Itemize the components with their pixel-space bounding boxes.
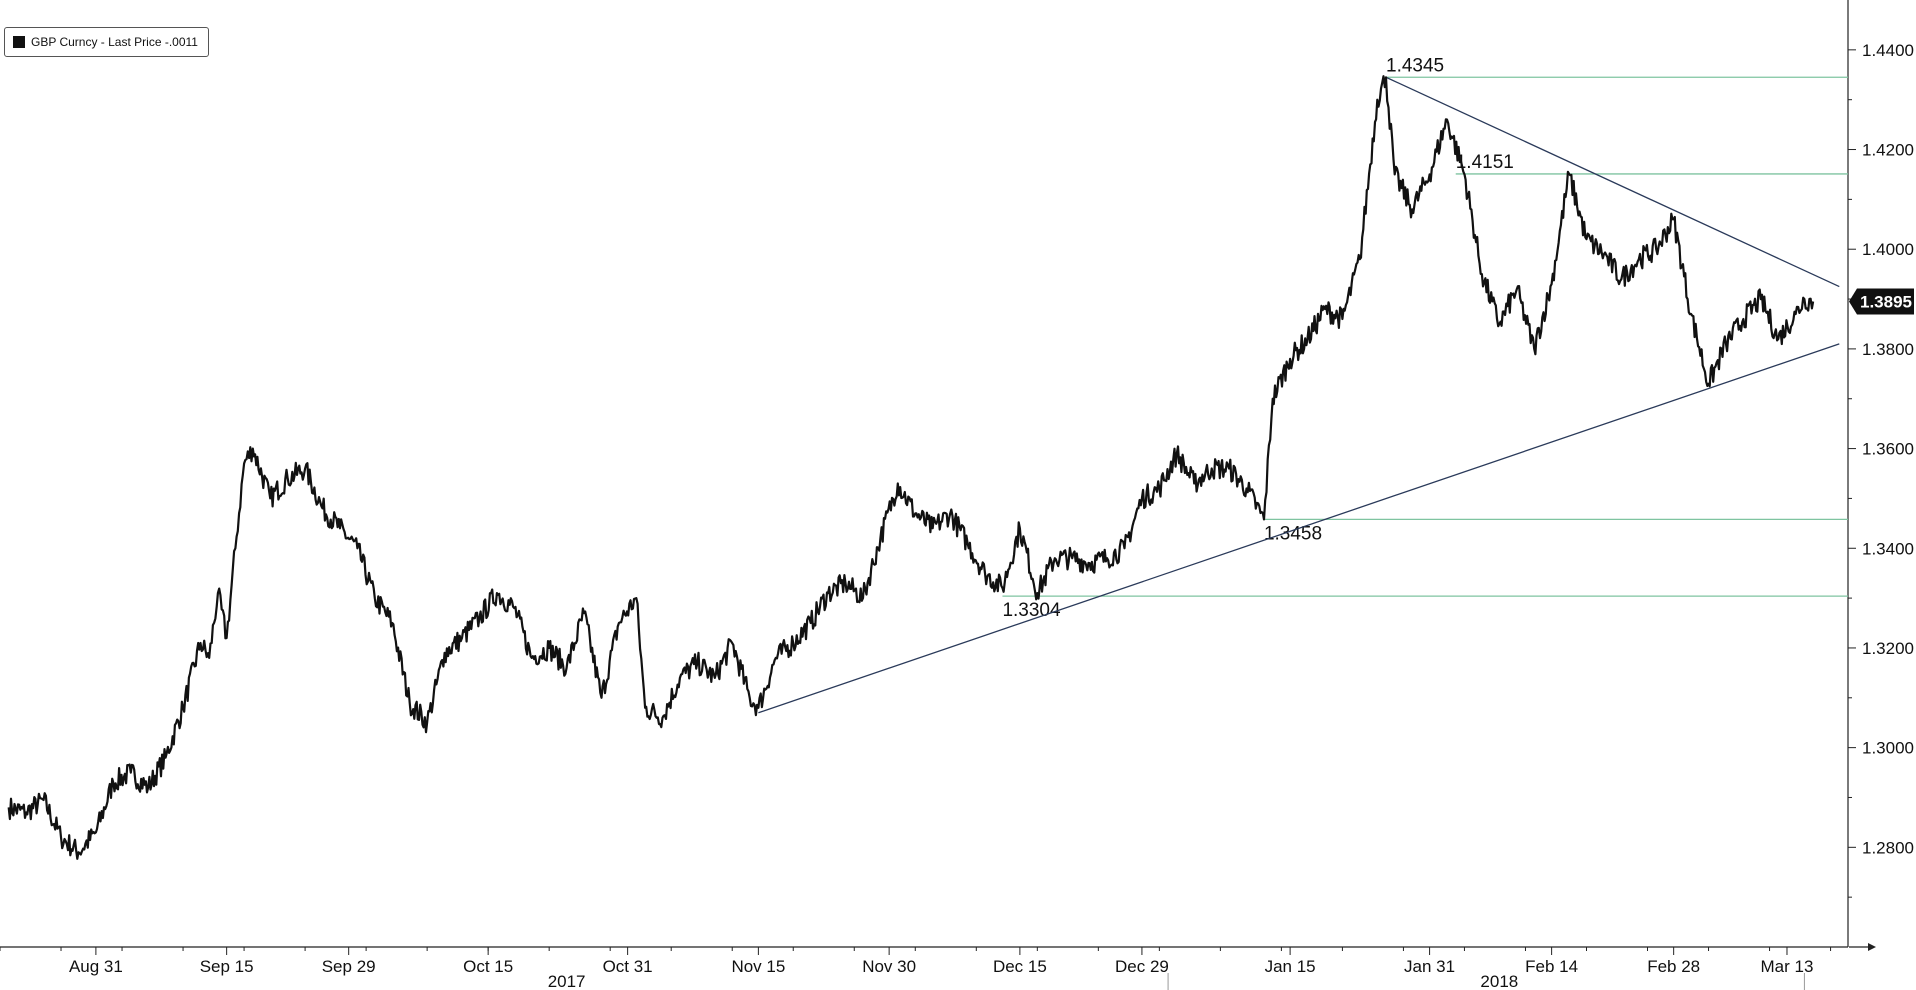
x-tick-label: Sep 15 <box>200 957 254 976</box>
x-tick-label: Dec 29 <box>1115 957 1169 976</box>
x-tick-label: Feb 14 <box>1525 957 1578 976</box>
x-tick-label: Nov 15 <box>731 957 785 976</box>
y-tick-label: 1.2800 <box>1862 838 1914 857</box>
y-tick-label: 1.3600 <box>1862 440 1914 459</box>
x-tick-label: Oct 15 <box>463 957 513 976</box>
y-tick-label: 1.3400 <box>1862 539 1914 558</box>
level-label: 1.4151 <box>1456 152 1514 173</box>
legend-label: GBP Curncy - Last Price -.0011 <box>31 35 198 49</box>
x-tick-label: Oct 31 <box>603 957 653 976</box>
x-tick-label: Sep 29 <box>322 957 376 976</box>
level-label: 1.3304 <box>1002 600 1061 621</box>
x-tick-label: Nov 30 <box>862 957 916 976</box>
legend-swatch-icon <box>13 36 25 48</box>
level-label: 1.4345 <box>1386 55 1444 76</box>
x-tick-label: Mar 13 <box>1761 957 1814 976</box>
last-price-tag <box>1849 288 1914 315</box>
x-tick-label: Jan 15 <box>1265 957 1316 976</box>
x-tick-label: Feb 28 <box>1647 957 1700 976</box>
trendline <box>1385 76 1840 288</box>
x-tick-label: Dec 15 <box>993 957 1047 976</box>
level-label: 1.3458 <box>1264 523 1322 544</box>
x-axis-arrow-icon <box>1868 943 1876 951</box>
x-year-label: 2018 <box>1480 972 1518 990</box>
y-tick-label: 1.3200 <box>1862 639 1914 658</box>
x-tick-label: Jan 31 <box>1404 957 1455 976</box>
x-tick-label: Aug 31 <box>69 957 123 976</box>
trendline <box>758 343 1840 714</box>
last-price-label: 1.3895 <box>1860 293 1912 312</box>
y-tick-label: 1.4000 <box>1862 240 1914 259</box>
y-tick-label: 1.3800 <box>1862 340 1914 359</box>
x-year-label: 2017 <box>548 972 586 990</box>
y-tick-label: 1.4400 <box>1862 41 1914 60</box>
y-tick-label: 1.3000 <box>1862 739 1914 758</box>
price-series-line <box>7 75 1815 860</box>
y-tick-label: 1.4200 <box>1862 141 1914 160</box>
legend: GBP Curncy - Last Price -.0011 <box>4 27 209 57</box>
